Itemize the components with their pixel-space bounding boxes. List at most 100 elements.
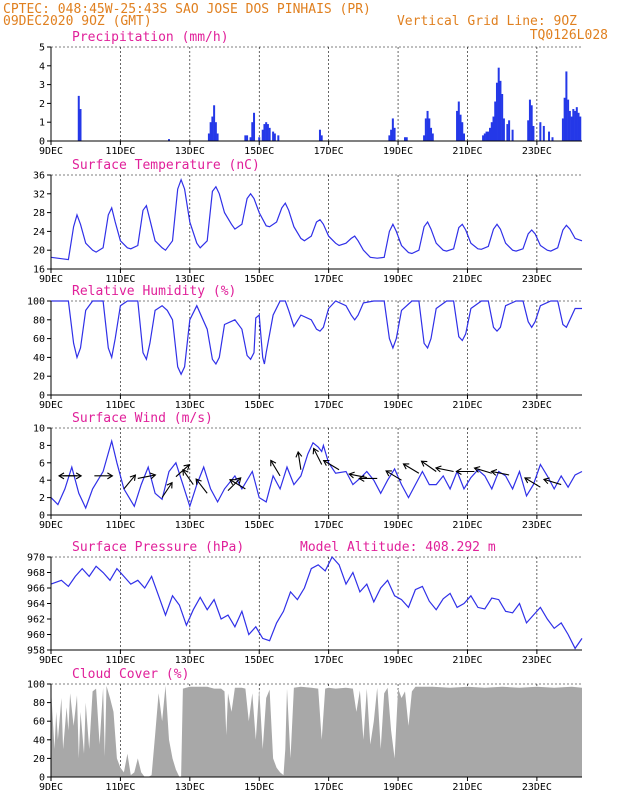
precip-bar [502, 118, 505, 141]
wind-arrow-shaft [182, 469, 194, 485]
precip-bar [320, 135, 323, 141]
precip-bar [79, 109, 82, 141]
y-tick-label: 80 [33, 315, 45, 326]
precip-bar [490, 122, 493, 141]
x-tick-label: 21DEC [452, 274, 482, 285]
wind-arrow-shaft [313, 448, 323, 465]
wind-arrow-shaft [435, 467, 454, 473]
precip-bar [551, 137, 554, 141]
precip-bar [430, 127, 433, 141]
x-tick-label: 21DEC [452, 782, 482, 793]
y-tick-label: 16 [33, 265, 45, 276]
wind-arrow-head [270, 459, 277, 467]
cloud-cover-area [51, 685, 582, 777]
relative-humidity-title: Relative Humidity (%) [72, 284, 236, 299]
y-tick-label: 8 [39, 441, 45, 452]
precipitation-title: Precipitation (mm/h) [72, 30, 229, 45]
wind-arrow [358, 474, 378, 482]
x-tick-label: 11DEC [105, 400, 135, 411]
wind-arrow [490, 468, 510, 476]
y-tick-label: 0 [39, 391, 45, 402]
wind-arrow-head [312, 447, 319, 455]
precip-bar [424, 118, 427, 141]
wind-arrow-shaft [195, 478, 208, 494]
precip-bar [265, 122, 268, 141]
wind-arrow-head [234, 477, 242, 484]
x-tick-label: 11DEC [105, 146, 135, 157]
wind-arrow-head [195, 478, 202, 485]
precip-bar [508, 120, 511, 141]
wind-arrow [402, 463, 420, 474]
wind-arrow [322, 459, 340, 471]
precip-bar [483, 133, 486, 141]
y-tick-label: 100 [27, 297, 45, 308]
y-tick-label: 20 [33, 754, 45, 765]
y-tick-label: 40 [33, 353, 45, 364]
precipitation-panel: 9DEC 11DEC 13DEC 15DEC 17DEC 19DEC 21DEC 23DEC 0… [39, 30, 582, 157]
wind-arrow-head [542, 477, 550, 485]
x-tick-label: 9DEC [39, 400, 63, 411]
wind-arrow-head [107, 472, 114, 480]
y-tick-label: 964 [27, 599, 45, 610]
wind-arrow-head [473, 466, 481, 473]
x-tick-label: 19DEC [383, 520, 413, 531]
y-tick-label: 968 [27, 568, 45, 579]
precip-bar [207, 133, 210, 141]
precip-bar [214, 122, 217, 141]
x-tick-label: 15DEC [244, 782, 274, 793]
wind-arrow [434, 465, 454, 473]
precip-bar [501, 94, 504, 141]
x-tick-label: 15DEC [244, 655, 274, 666]
precip-bar [456, 110, 459, 141]
precip-bar [426, 110, 429, 141]
precip-bar [495, 82, 498, 141]
precip-bar [318, 129, 321, 141]
precip-bar [405, 137, 408, 141]
precip-bar [528, 99, 531, 141]
y-tick-label: 3 [39, 80, 45, 91]
precip-bar [568, 110, 571, 141]
y-tick-label: 4 [39, 476, 45, 487]
y-tick-label: 2 [39, 99, 45, 110]
precip-bar [565, 71, 568, 141]
precip-bar [391, 118, 394, 141]
precip-bar [244, 135, 247, 141]
y-tick-label: 4 [39, 61, 45, 72]
wind-arrow-head [434, 465, 442, 473]
precip-bar [506, 124, 509, 141]
wind-arrow-shaft [161, 482, 173, 498]
y-tick-label: 20 [33, 372, 45, 383]
x-tick-label: 11DEC [105, 520, 135, 531]
wind-arrow-shaft [421, 460, 437, 472]
wind-arrow-head [385, 470, 392, 477]
panels: 9DEC 11DEC 13DEC 15DEC 17DEC 19DEC 21DEC 23DEC0… [27, 30, 583, 793]
x-tick-label: 15DEC [244, 274, 274, 285]
x-tick-label: 17DEC [314, 400, 344, 411]
wind-arrow-shaft [349, 473, 367, 479]
wind-arrow-head [57, 472, 65, 480]
x-tick-label: 19DEC [383, 655, 413, 666]
x-tick-label: 17DEC [314, 782, 344, 793]
y-tick-label: 0 [39, 773, 45, 784]
x-tick-label: 15DEC [244, 520, 274, 531]
y-tick-label: 100 [27, 680, 45, 691]
wind-arrow-head [455, 468, 462, 475]
cloud-cover-title: Cloud Cover (%) [72, 667, 189, 682]
precip-bar [577, 112, 580, 141]
precip-bar [482, 135, 485, 141]
y-tick-label: 0 [39, 137, 45, 148]
wind-arrow-head [295, 450, 303, 458]
wind-arrow-shaft [270, 460, 281, 477]
precip-bar [539, 122, 542, 141]
wind-arrow [137, 472, 157, 480]
y-tick-label: 960 [27, 630, 45, 641]
wind-arrow [542, 477, 562, 486]
y-tick-label: 20 [33, 246, 45, 257]
precip-bar [388, 135, 391, 141]
x-tick-label: 21DEC [452, 146, 482, 157]
precip-bar [548, 131, 551, 141]
x-tick-label: 17DEC [314, 655, 344, 666]
precip-bar [570, 116, 573, 141]
precip-bar [249, 137, 252, 141]
